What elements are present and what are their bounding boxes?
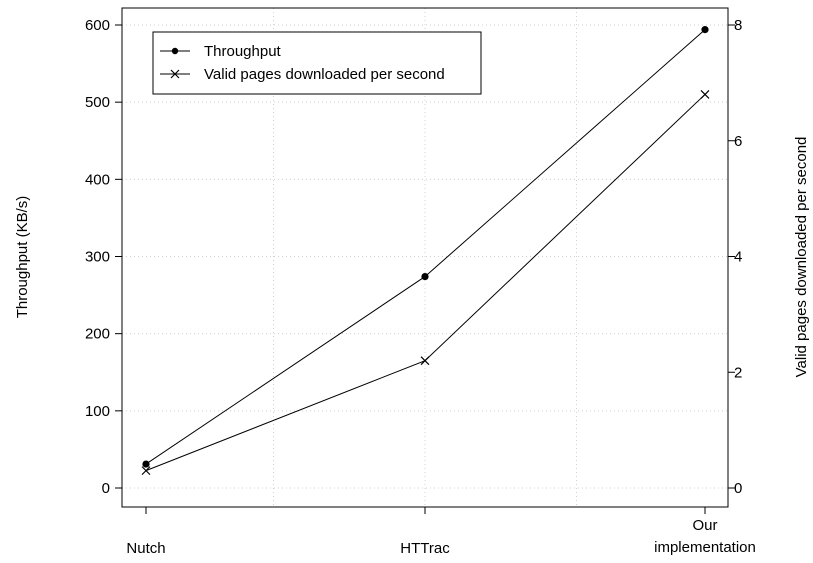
x-tick-label: Nutch	[126, 540, 165, 557]
y-right-tick-label: 4	[734, 249, 742, 266]
legend-throughput-marker	[171, 47, 179, 55]
legend: Throughput Valid pages downloaded per se…	[152, 31, 482, 95]
data-point-throughput	[701, 26, 709, 34]
series-line-throughput	[145, 29, 706, 465]
left-axis: 0 100 200 300 400 500 600	[85, 17, 122, 497]
y-right-tick-label: 0	[734, 480, 742, 497]
grid	[122, 8, 728, 507]
legend-pages-label: Valid pages downloaded per second	[204, 66, 445, 83]
right-axis: 0 2 4 6 8	[728, 17, 742, 497]
x-tick-label: HTTrac	[400, 540, 450, 557]
data-point-throughput	[142, 460, 150, 468]
y-left-tick-label: 200	[85, 326, 110, 343]
legend-pages-marker	[170, 69, 180, 79]
series-layer	[141, 26, 710, 476]
y-right-tick-label: 6	[734, 133, 742, 150]
x-tick-label: Our	[692, 517, 717, 534]
series-line-pages	[145, 94, 706, 472]
y-right-axis-title: Valid pages downloaded per second	[793, 137, 810, 378]
y-left-tick-label: 400	[85, 171, 110, 188]
data-point-pages	[141, 466, 151, 476]
legend-throughput-label: Throughput	[204, 43, 282, 60]
y-right-tick-label: 8	[734, 17, 742, 34]
y-left-axis-title: Throughput (KB/s)	[14, 196, 31, 319]
data-point-pages	[420, 356, 430, 366]
y-right-tick-label: 2	[734, 364, 742, 381]
x-axis: Nutch HTTrac Our implementation	[126, 507, 756, 557]
y-left-tick-label: 500	[85, 94, 110, 111]
data-point-throughput	[421, 272, 429, 281]
y-left-tick-label: 100	[85, 403, 110, 420]
data-point-pages	[700, 90, 710, 99]
y-left-tick-label: 300	[85, 249, 110, 266]
y-left-tick-label: 0	[102, 480, 110, 497]
x-tick-label: implementation	[654, 539, 756, 556]
y-left-tick-label: 600	[85, 17, 110, 34]
legend-box	[152, 31, 482, 95]
